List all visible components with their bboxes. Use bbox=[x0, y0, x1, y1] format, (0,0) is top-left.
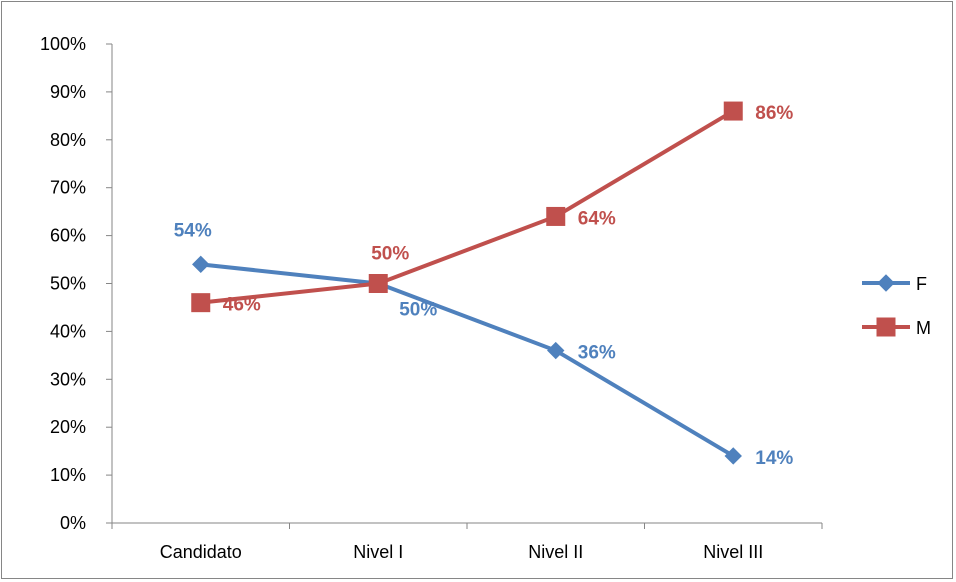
x-tick-label: Candidato bbox=[160, 542, 242, 562]
axes: 0% 10% 20% 30% 40% 50% 60% 70% 80% 90% 100% Candida… bbox=[40, 34, 823, 562]
x-tick-label: Nivel III bbox=[703, 542, 763, 562]
series-layer bbox=[191, 101, 743, 465]
data-label: 14% bbox=[755, 448, 793, 469]
x-tick-label: Nivel II bbox=[528, 542, 583, 562]
data-label: 36% bbox=[578, 343, 616, 364]
y-tick-label: 30% bbox=[50, 369, 86, 389]
y-tick-label: 0% bbox=[60, 513, 86, 533]
series-F bbox=[192, 255, 742, 465]
data-point bbox=[724, 447, 742, 465]
legend-marker bbox=[876, 317, 896, 337]
data-point bbox=[723, 101, 743, 121]
y-tick-label: 80% bbox=[50, 130, 86, 150]
legend-item-F: F bbox=[862, 274, 927, 294]
data-point bbox=[368, 274, 388, 293]
legend-item-M: M bbox=[862, 317, 931, 338]
data-point bbox=[192, 255, 210, 274]
series-line bbox=[200, 262, 735, 458]
data-label: 46% bbox=[223, 295, 261, 316]
data-labels: 54% 50% 36% 14% 46% 50% 64% 86% bbox=[174, 103, 794, 469]
series-line bbox=[200, 109, 735, 305]
legend: FM bbox=[862, 274, 931, 338]
series-M bbox=[191, 101, 743, 313]
data-label: 54% bbox=[174, 220, 212, 241]
data-point bbox=[547, 341, 565, 360]
data-point bbox=[546, 206, 566, 226]
y-tick-label: 90% bbox=[50, 82, 86, 102]
y-tick-label: 50% bbox=[50, 274, 86, 294]
data-label: 50% bbox=[399, 300, 437, 321]
data-label: 50% bbox=[371, 244, 409, 265]
legend-label: M bbox=[916, 318, 931, 338]
legend-marker bbox=[877, 274, 895, 292]
y-tick-label: 20% bbox=[50, 417, 86, 437]
y-tick-label: 60% bbox=[50, 226, 86, 246]
y-tick-label: 100% bbox=[40, 34, 86, 54]
data-point bbox=[191, 293, 211, 313]
legend-label: F bbox=[916, 274, 927, 294]
y-tick-label: 40% bbox=[50, 321, 86, 341]
y-tick-label: 10% bbox=[50, 465, 86, 485]
x-tick-label: Nivel I bbox=[353, 542, 403, 562]
data-label: 86% bbox=[755, 103, 793, 124]
data-label: 64% bbox=[578, 208, 616, 229]
y-tick-label: 70% bbox=[50, 178, 86, 198]
